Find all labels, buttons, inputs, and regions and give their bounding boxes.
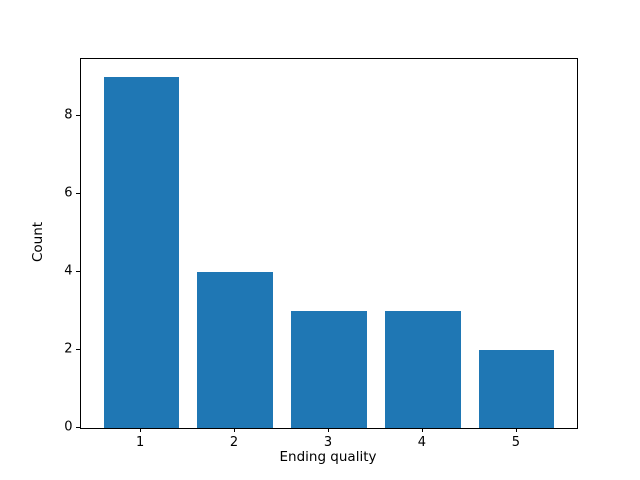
y-tick-mark [76,427,80,428]
y-tick-label: 0 [64,419,73,435]
bar [103,76,179,428]
x-tick-label: 3 [323,435,333,450]
x-tick-label: 5 [511,435,521,450]
y-tick-mark [76,114,80,116]
y-tick-label: 6 [64,185,73,201]
x-tick-mark [515,428,517,432]
x-tick-mark [328,428,329,432]
y-tick-mark [76,270,80,272]
bar [385,310,461,428]
x-tick-label: 1 [135,435,145,450]
y-tick-mark [76,192,80,194]
bar [479,349,555,428]
x-tick-mark [234,428,236,432]
bar [197,271,273,428]
plot-area [80,58,578,429]
y-tick-label: 4 [64,263,73,279]
y-axis-label: Count [30,221,46,263]
x-tick-mark [421,428,423,432]
bar [291,310,367,428]
y-tick-mark [76,348,80,350]
x-tick-mark [140,428,142,432]
x-axis-label: Ending quality [279,449,377,465]
x-tick-label: 2 [229,435,239,450]
y-tick-label: 8 [64,107,73,123]
y-tick-label: 2 [64,341,73,357]
x-tick-label: 4 [417,435,427,450]
